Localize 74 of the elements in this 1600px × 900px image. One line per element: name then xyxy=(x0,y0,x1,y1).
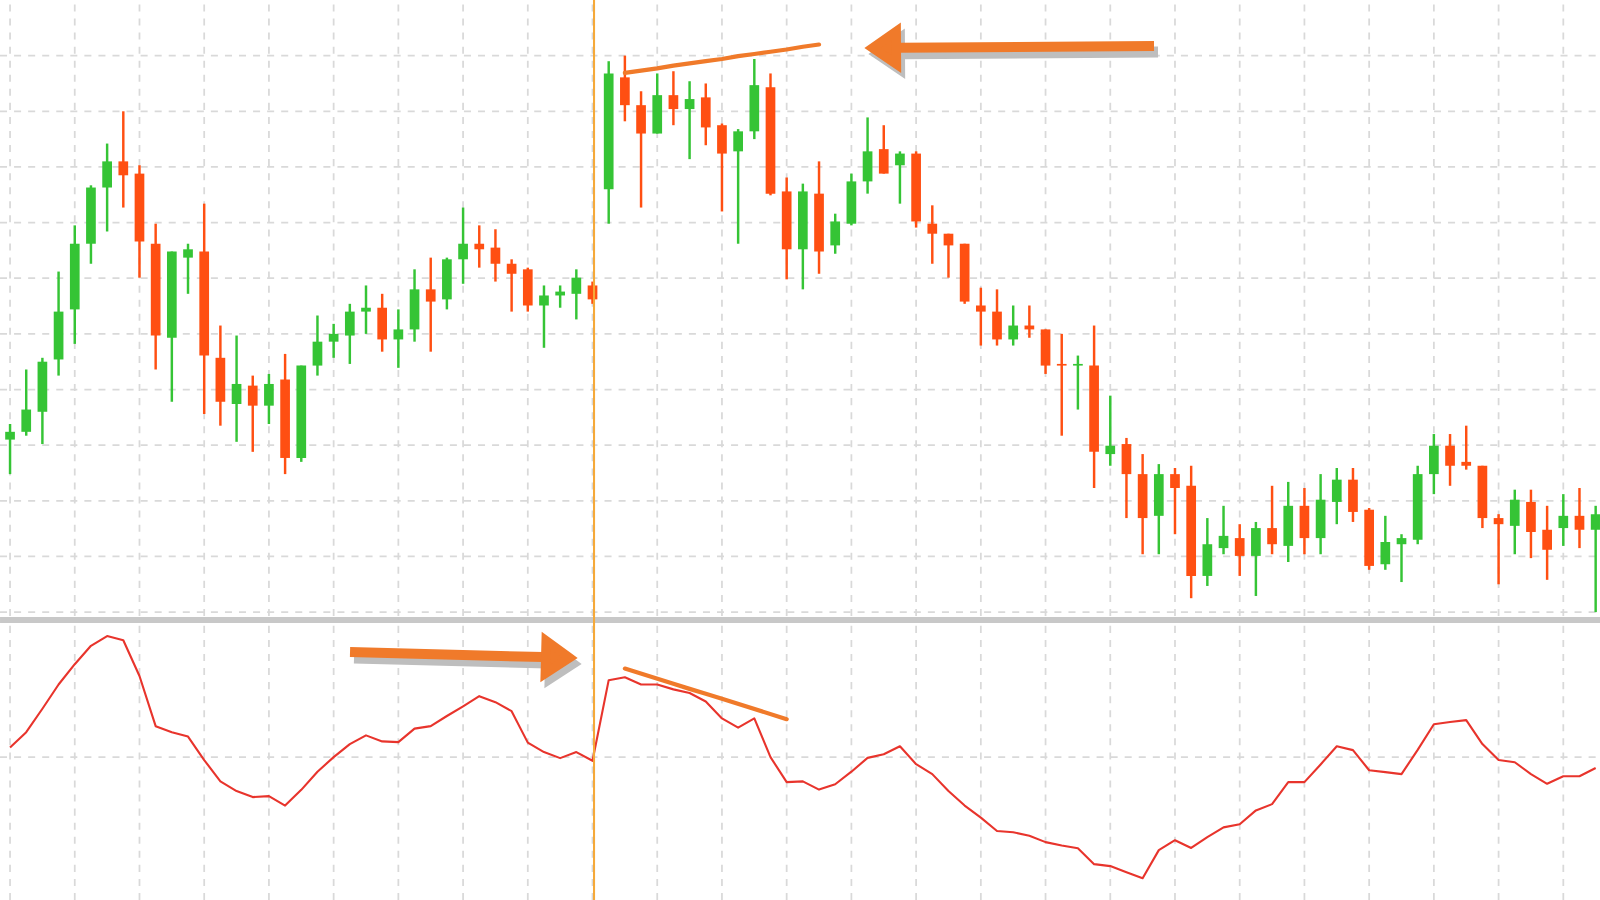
candlestick xyxy=(361,284,371,336)
candlestick xyxy=(1073,354,1083,411)
candlestick xyxy=(474,224,485,269)
candlestick xyxy=(1590,504,1600,614)
candlestick xyxy=(749,57,760,141)
candlestick xyxy=(1170,466,1180,536)
candlestick xyxy=(846,172,857,227)
candlestick xyxy=(830,212,841,255)
candlestick xyxy=(1202,516,1213,588)
candlestick xyxy=(862,116,873,195)
candlestick xyxy=(1396,532,1407,584)
candlestick xyxy=(1542,504,1552,582)
candlestick xyxy=(1218,504,1229,556)
candlestick xyxy=(1558,492,1569,548)
candlestick xyxy=(975,286,986,347)
candlestick xyxy=(183,242,193,296)
candlestick xyxy=(652,72,663,135)
candlestick xyxy=(927,204,938,265)
candlestick xyxy=(733,127,743,245)
candlestick xyxy=(1445,432,1455,488)
candlestick xyxy=(636,90,646,209)
candlestick xyxy=(1299,486,1310,556)
candlestick xyxy=(490,228,501,283)
candlestick xyxy=(539,284,549,350)
candlestick xyxy=(1493,512,1504,586)
candlestick xyxy=(895,150,905,205)
candlestick xyxy=(1461,424,1472,471)
candlestick xyxy=(1574,486,1585,550)
candlestick xyxy=(1331,466,1342,526)
candlestick xyxy=(1251,520,1261,598)
candlestick xyxy=(247,374,258,454)
candlestick xyxy=(1429,432,1439,496)
candlestick xyxy=(1121,436,1132,520)
candlestick xyxy=(5,422,15,476)
candlestick xyxy=(1283,480,1294,564)
candlestick xyxy=(1008,304,1019,347)
candlestick xyxy=(102,142,112,233)
candlestick xyxy=(1509,488,1520,556)
candlestick xyxy=(312,314,323,377)
candlestick xyxy=(1105,394,1116,467)
candlestick xyxy=(668,70,679,127)
candlestick xyxy=(684,80,695,161)
candlestick xyxy=(409,268,420,343)
candlestick xyxy=(231,334,242,444)
candlestick xyxy=(21,368,32,437)
candlestick xyxy=(442,256,452,311)
candlestick xyxy=(522,266,533,313)
candlestick xyxy=(53,270,64,377)
candlestick xyxy=(393,308,404,370)
candlestick xyxy=(717,122,727,213)
candlestick xyxy=(344,302,355,366)
candlestick xyxy=(1267,484,1277,556)
candlestick xyxy=(700,82,711,147)
candlestick xyxy=(1056,332,1067,437)
candlestick xyxy=(1137,452,1148,556)
candlestick xyxy=(328,322,339,360)
candlestick xyxy=(992,288,1002,347)
candlestick xyxy=(1153,462,1164,556)
candlestick xyxy=(264,372,274,426)
candlestick xyxy=(215,324,226,427)
candlestick xyxy=(458,206,468,286)
candlestick xyxy=(1315,472,1326,556)
candlestick xyxy=(506,258,517,313)
candlestick xyxy=(1526,488,1536,560)
candlestick xyxy=(118,110,129,209)
candlestick xyxy=(1348,466,1358,524)
candlestick xyxy=(1234,522,1245,578)
candlestick xyxy=(878,123,889,175)
candlestick xyxy=(1380,514,1391,572)
candlestick xyxy=(1040,328,1051,376)
candlestick xyxy=(425,256,436,353)
candlestick xyxy=(377,292,388,353)
candlestick xyxy=(571,268,582,321)
candlestick xyxy=(620,54,630,123)
